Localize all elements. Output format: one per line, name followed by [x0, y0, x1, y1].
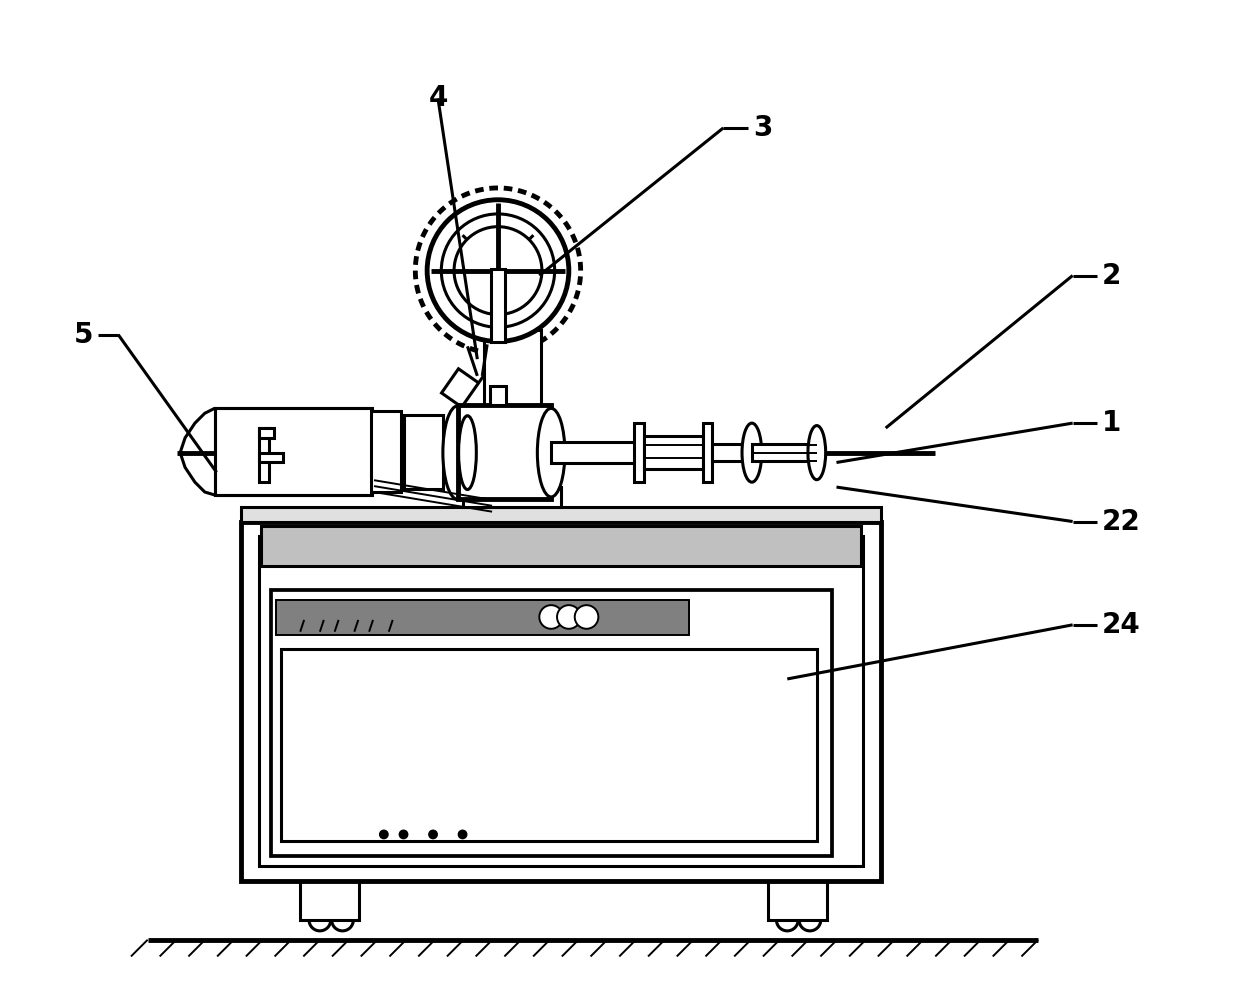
Circle shape: [557, 605, 580, 629]
Bar: [484, 330, 542, 443]
Circle shape: [454, 226, 542, 315]
Bar: [448, 363, 517, 444]
Circle shape: [539, 605, 563, 629]
Bar: [270, 590, 832, 856]
Ellipse shape: [537, 408, 565, 497]
Bar: [280, 649, 817, 841]
Circle shape: [399, 830, 408, 838]
Bar: [260, 526, 861, 566]
Text: 5: 5: [74, 321, 93, 348]
Bar: [403, 415, 443, 489]
Bar: [490, 386, 506, 405]
Bar: [275, 600, 689, 635]
Text: 22: 22: [1102, 508, 1141, 535]
Bar: [215, 408, 372, 495]
Circle shape: [429, 830, 436, 838]
Bar: [463, 487, 560, 507]
Bar: [768, 881, 827, 920]
Bar: [300, 881, 360, 920]
Circle shape: [459, 830, 466, 838]
Bar: [259, 428, 269, 482]
Ellipse shape: [742, 423, 761, 482]
Circle shape: [427, 200, 569, 341]
Bar: [259, 453, 284, 462]
Bar: [371, 411, 401, 492]
Bar: [458, 405, 551, 499]
Bar: [634, 423, 644, 482]
Bar: [703, 423, 713, 482]
Circle shape: [379, 830, 388, 838]
Ellipse shape: [808, 425, 826, 480]
Bar: [713, 444, 751, 461]
Text: 3: 3: [753, 114, 773, 142]
Text: 2: 2: [1102, 262, 1121, 289]
Bar: [644, 436, 703, 469]
Bar: [241, 507, 880, 522]
Bar: [751, 444, 816, 461]
Ellipse shape: [443, 405, 472, 500]
Text: 1: 1: [1102, 409, 1121, 437]
Bar: [491, 269, 505, 342]
Bar: [259, 428, 274, 438]
Circle shape: [441, 214, 554, 328]
Ellipse shape: [459, 415, 476, 489]
Text: 24: 24: [1102, 611, 1141, 639]
Bar: [241, 522, 880, 881]
Circle shape: [574, 605, 599, 629]
Bar: [259, 536, 863, 866]
Text: 4: 4: [428, 85, 448, 112]
Bar: [551, 442, 635, 463]
Bar: [441, 369, 523, 438]
